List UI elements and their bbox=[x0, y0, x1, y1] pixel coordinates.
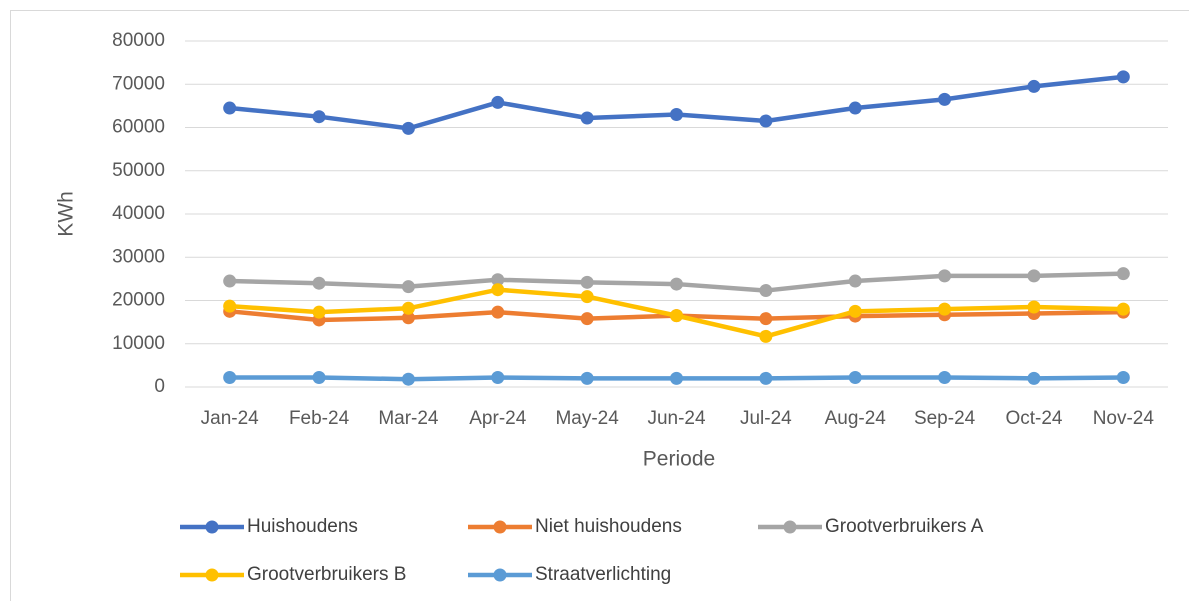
series-marker bbox=[580, 290, 594, 304]
series-marker bbox=[1116, 70, 1130, 84]
series-marker bbox=[580, 111, 594, 125]
series-marker bbox=[312, 305, 326, 319]
x-tick-label: Sep-24 bbox=[914, 408, 976, 429]
series-marker bbox=[401, 311, 415, 325]
series-marker bbox=[759, 329, 773, 343]
x-tick-label: Mar-24 bbox=[378, 408, 439, 429]
y-tick-label: 10000 bbox=[112, 333, 165, 354]
series-marker bbox=[491, 95, 505, 109]
series-marker bbox=[401, 121, 415, 135]
series-marker bbox=[848, 274, 862, 288]
series-marker bbox=[223, 274, 237, 288]
series-marker bbox=[401, 372, 415, 386]
series-marker bbox=[491, 305, 505, 319]
series-marker bbox=[1027, 269, 1041, 283]
legend-label: Grootverbruikers A bbox=[825, 516, 984, 537]
y-tick-label: 70000 bbox=[112, 73, 165, 94]
series-marker bbox=[491, 273, 505, 287]
legend-label: Huishoudens bbox=[247, 516, 358, 537]
series-marker bbox=[1116, 267, 1130, 281]
y-tick-label: 20000 bbox=[112, 290, 165, 311]
series-marker bbox=[759, 371, 773, 385]
series-marker bbox=[580, 275, 594, 289]
series-marker bbox=[1116, 302, 1130, 316]
series-marker bbox=[401, 280, 415, 294]
y-tick-label: 50000 bbox=[112, 160, 165, 181]
legend-swatch-marker bbox=[493, 568, 507, 582]
series-marker bbox=[1027, 79, 1041, 93]
x-tick-label: Jul-24 bbox=[740, 408, 792, 429]
legend-swatch-marker bbox=[783, 520, 797, 534]
series-marker bbox=[759, 312, 773, 326]
x-tick-label: Apr-24 bbox=[469, 408, 526, 429]
y-tick-label: 0 bbox=[154, 376, 165, 397]
x-tick-label: Jan-24 bbox=[201, 408, 260, 429]
series-marker bbox=[759, 284, 773, 298]
y-tick-label: 40000 bbox=[112, 203, 165, 224]
series-marker bbox=[670, 309, 683, 323]
legend-label: Niet huishoudens bbox=[535, 516, 682, 537]
series-marker bbox=[938, 92, 952, 106]
series-marker bbox=[670, 108, 683, 122]
series-marker bbox=[491, 370, 505, 384]
series-marker bbox=[1027, 300, 1041, 314]
series-marker bbox=[312, 110, 326, 124]
series-marker bbox=[938, 269, 952, 283]
series-marker bbox=[491, 283, 505, 297]
series-marker bbox=[401, 301, 415, 315]
series-marker bbox=[759, 114, 773, 128]
series-marker bbox=[670, 371, 683, 385]
x-tick-label: Feb-24 bbox=[289, 408, 350, 429]
series-marker bbox=[1027, 371, 1041, 385]
series-marker bbox=[938, 370, 952, 384]
series-marker bbox=[312, 370, 326, 384]
legend-swatch-marker bbox=[493, 520, 507, 534]
x-tick-label: Jun-24 bbox=[647, 408, 706, 429]
y-tick-label: 80000 bbox=[112, 30, 165, 51]
series-marker bbox=[223, 370, 237, 384]
x-axis-title: Periode bbox=[643, 448, 715, 471]
x-tick-label: Aug-24 bbox=[825, 408, 887, 429]
x-tick-label: Oct-24 bbox=[1005, 408, 1062, 429]
series-marker bbox=[223, 299, 237, 313]
series-marker bbox=[670, 277, 683, 291]
series-marker bbox=[848, 370, 862, 384]
series-marker bbox=[1116, 370, 1130, 384]
series-marker bbox=[848, 304, 862, 318]
y-tick-label: 30000 bbox=[112, 246, 165, 267]
series-marker bbox=[848, 101, 862, 115]
series-marker bbox=[580, 312, 594, 326]
series-marker bbox=[223, 101, 237, 115]
legend-swatch-marker bbox=[205, 568, 219, 582]
series-marker bbox=[312, 276, 326, 290]
x-tick-label: Nov-24 bbox=[1093, 408, 1155, 429]
legend-swatch-marker bbox=[205, 520, 219, 534]
x-tick-label: May-24 bbox=[555, 408, 619, 429]
legend-label: Grootverbruikers B bbox=[247, 564, 406, 585]
legend-label: Straatverlichting bbox=[535, 564, 671, 585]
y-axis-title: KWh bbox=[55, 191, 78, 237]
y-tick-label: 60000 bbox=[112, 117, 165, 138]
series-marker bbox=[580, 371, 594, 385]
series-marker bbox=[938, 302, 952, 316]
